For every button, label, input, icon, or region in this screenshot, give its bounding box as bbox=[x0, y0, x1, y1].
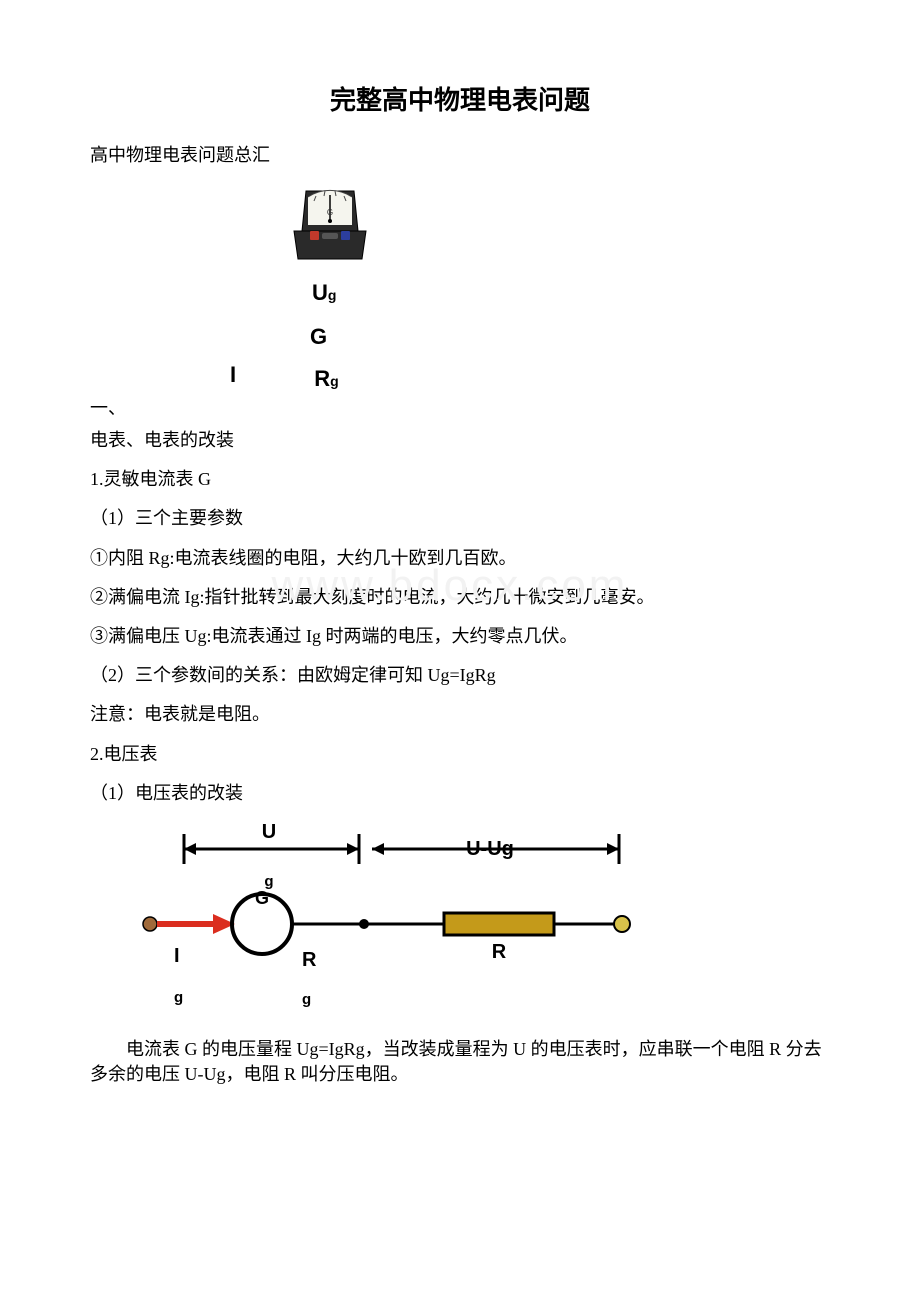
diagram-r-label: R bbox=[492, 941, 507, 963]
section-2-text: 电流表 G 的电压量程 Ug=IgRg，当改装成量程为 U 的电压表时，应串联一… bbox=[90, 1037, 830, 1087]
section-1-item-1: ①内阻 Rg:电流表线圈的电阻，大约几十欧到几百欧。 bbox=[90, 546, 830, 571]
section-1-item-2: ②满偏电流 Ig:指针批转到最大刻度时的电流，大约几十微安到几毫安。 bbox=[90, 585, 830, 610]
svg-text:g: g bbox=[174, 989, 183, 1006]
param-i-label: I bbox=[230, 362, 236, 388]
page-subtitle: 高中物理电表问题总汇 bbox=[90, 141, 830, 167]
diagram-i-label: I bbox=[174, 945, 180, 967]
section-2-p1: （1）电压表的改装 bbox=[90, 781, 830, 806]
galvanometer-icon: G bbox=[280, 181, 830, 270]
svg-text:G: G bbox=[327, 208, 333, 217]
section-1-sub1: 1.灵敏电流表 G bbox=[90, 467, 830, 492]
section-1-params-heading: （1）三个主要参数 bbox=[90, 506, 830, 531]
param-ug-label: Ug bbox=[312, 280, 830, 306]
param-rg-label: Rg bbox=[314, 366, 338, 392]
diagram-u-label: U bbox=[262, 824, 276, 843]
diagram-rg-label: R bbox=[302, 949, 317, 971]
section-1-heading: 电表、电表的改装 bbox=[90, 428, 830, 453]
diagram-g-label: G bbox=[255, 888, 269, 908]
section-1-item-3: ③满偏电压 Ug:电流表通过 Ig 时两端的电压，大约零点几伏。 bbox=[90, 624, 830, 649]
voltmeter-circuit-figure: U g U-Ug G bbox=[114, 824, 830, 1019]
diagram-uug-label: U-Ug bbox=[466, 838, 514, 860]
section-1-note: 注意：电表就是电阻。 bbox=[90, 702, 830, 727]
svg-text:g: g bbox=[302, 991, 311, 1008]
section-1-relation: （2）三个参数间的关系：由欧姆定律可知 Ug=IgRg bbox=[90, 663, 830, 688]
section-1-number: 一、 bbox=[90, 394, 830, 420]
galvanometer-figure: G Ug G I Rg bbox=[90, 181, 830, 392]
section-2-heading: 2.电压表 bbox=[90, 742, 830, 767]
page-title: 完整高中物理电表问题 bbox=[90, 80, 830, 117]
param-g-label: G bbox=[310, 324, 830, 350]
